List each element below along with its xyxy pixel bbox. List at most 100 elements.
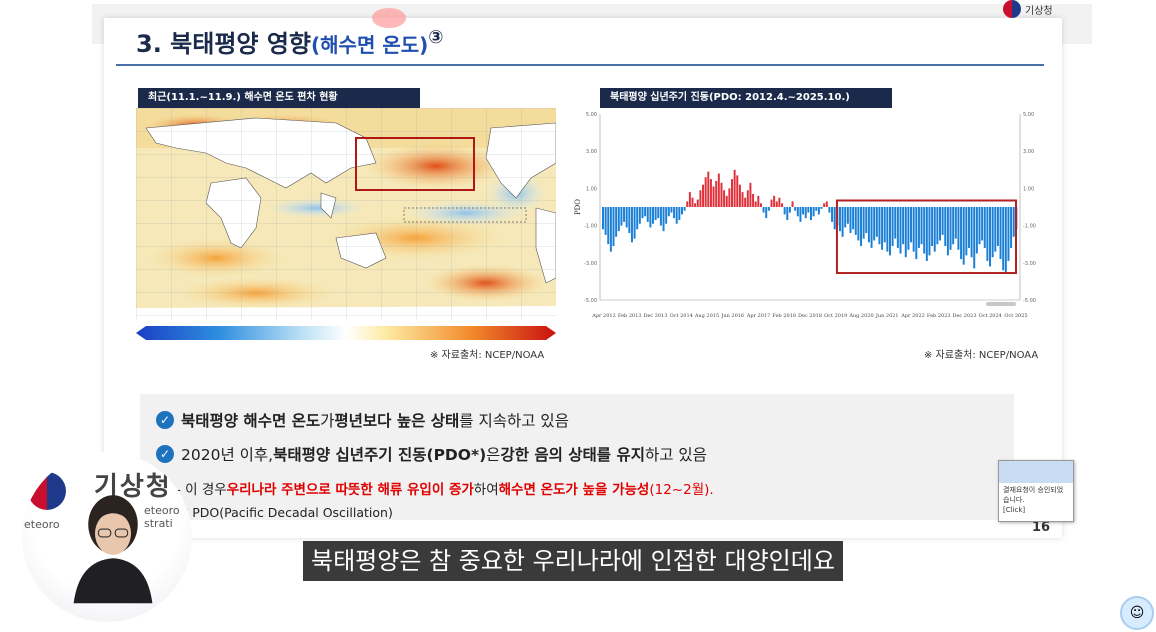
presenter-figure [73, 495, 153, 604]
bullet-1-bold-2: 평년보다 높은 상태 [334, 412, 460, 430]
pdo-bar [981, 207, 984, 241]
pdo-bar [796, 207, 799, 217]
pdo-bar [607, 207, 610, 245]
pdo-bar [989, 207, 992, 267]
pdo-bar [939, 207, 941, 241]
pdo-bar [1012, 207, 1015, 237]
pdo-bar [602, 207, 604, 230]
bullet-3-text-2: 하여 [473, 482, 499, 498]
y-tick-label-right: -5.00 [1023, 298, 1036, 304]
pdo-bar [846, 207, 849, 224]
pdo-bar [833, 207, 836, 230]
pdo-bar [783, 207, 786, 215]
title-divider [116, 64, 1044, 66]
pdo-bar [894, 207, 897, 239]
webcam-org-text-1: eteoro [24, 518, 60, 531]
bullet-2-text-2: 은 [486, 446, 501, 464]
pdo-bar [933, 207, 936, 252]
colorbar [136, 326, 556, 340]
page-number: 16 [1032, 520, 1051, 535]
pointer-highlight [372, 8, 406, 28]
x-tick-label: Oct 2025 [1004, 313, 1027, 319]
pdo-bar [702, 184, 705, 207]
approval-notification[interactable]: 결재요청이 승인되었 습니다. [Click] [998, 460, 1074, 522]
pdo-bar [870, 207, 873, 248]
pdo-bar [820, 207, 823, 209]
pdo-bar [775, 201, 778, 207]
x-tick-label: Feb 2013 [618, 313, 642, 319]
pdo-bar [744, 197, 747, 207]
sst-map-header: 최근(11.1.~11.9.) 해수면 온도 편차 현황 [138, 88, 420, 108]
x-tick-label: Aug 2020 [848, 313, 873, 319]
pdo-bar [773, 195, 776, 207]
slide-title: 3. 북태평양 영향(해수면 온도)③ [136, 24, 444, 59]
sst-anomaly-map [136, 108, 557, 320]
pdo-bar [786, 207, 789, 221]
pdo-bar [978, 207, 981, 245]
footnote: * PDO(Pacific Decadal Oscillation) [182, 505, 393, 520]
pdo-bar [899, 207, 902, 254]
pdo-bar [615, 207, 618, 237]
pdo-bar [817, 207, 820, 215]
pdo-bar [854, 207, 857, 235]
x-tick-label: Feb 2018 [772, 313, 796, 319]
bullet-1-text-2: 를 지속하고 있음 [459, 412, 569, 430]
mascot-icon[interactable]: ☺ [1120, 596, 1154, 630]
y-tick-label-right: 5.00 [1023, 112, 1034, 118]
pdo-bar [738, 184, 741, 207]
bullet-2-text-1: 2020년 이후, [181, 446, 274, 464]
pdo-bar [728, 188, 731, 207]
pdo-bar [691, 197, 694, 207]
pdo-bar [612, 207, 615, 247]
y-tick-label-right: 3.00 [1023, 149, 1034, 155]
pdo-bar [996, 207, 999, 247]
pdo-bar [915, 207, 918, 260]
pdo-bar [633, 207, 636, 239]
pdo-bar [810, 207, 812, 221]
x-tick-label: Apr 2012 [591, 313, 616, 319]
pdo-bar [617, 207, 620, 232]
pdo-bar [904, 207, 907, 258]
pdo-bar [896, 207, 899, 248]
pdo-bar [704, 177, 707, 207]
notification-click-link[interactable]: [Click] [1003, 506, 1026, 514]
pdo-bar [928, 207, 931, 256]
pdo-bar [665, 207, 668, 224]
pdo-bar [994, 207, 997, 252]
title-main: 3. 북태평양 영향 [136, 30, 312, 58]
bullet-1-bold-1: 북태평양 해수면 온도 [181, 412, 321, 430]
pdo-bar [917, 207, 920, 248]
bullet-2-bold-1: 북태평양 십년주기 진동(PDO*) [273, 446, 487, 464]
pdo-bar [620, 207, 623, 226]
pdo-bar [828, 207, 831, 213]
pdo-bar [675, 207, 678, 224]
pdo-bar [967, 207, 970, 248]
pdo-bar [920, 207, 923, 245]
pdo-bar [754, 201, 757, 207]
pdo-bar [849, 207, 852, 234]
pdo-bar [715, 180, 718, 207]
webcam-org-text-right-1: eteoro [144, 504, 180, 517]
pdo-bar [865, 207, 868, 234]
pdo-bar [867, 207, 870, 243]
pdo-bar [838, 207, 841, 232]
pdo-bar [688, 192, 691, 207]
pdo-bar [649, 207, 652, 228]
pdo-bar [991, 207, 994, 258]
left-source: ※ 자료출처: NCEP/NOAA [430, 350, 545, 361]
pdo-bar [630, 207, 633, 243]
pdo-bar [902, 207, 905, 245]
pdo-bar [831, 207, 834, 222]
x-tick-label: Oct 2024 [979, 313, 1002, 319]
kma-logo-text: 기상청 [1025, 5, 1053, 17]
pdo-bar [888, 207, 891, 256]
y-tick-label: -5.00 [584, 298, 597, 304]
pdo-bar [931, 207, 934, 247]
pdo-bar [954, 207, 957, 239]
pdo-bar [957, 207, 960, 250]
pdo-bar [609, 207, 612, 252]
webcam-org-text-right: eteoro strati [144, 504, 180, 530]
chart-scrollbar[interactable] [986, 302, 1016, 306]
x-tick-label: Jun 2021 [875, 313, 899, 319]
pdo-bar [725, 195, 728, 207]
